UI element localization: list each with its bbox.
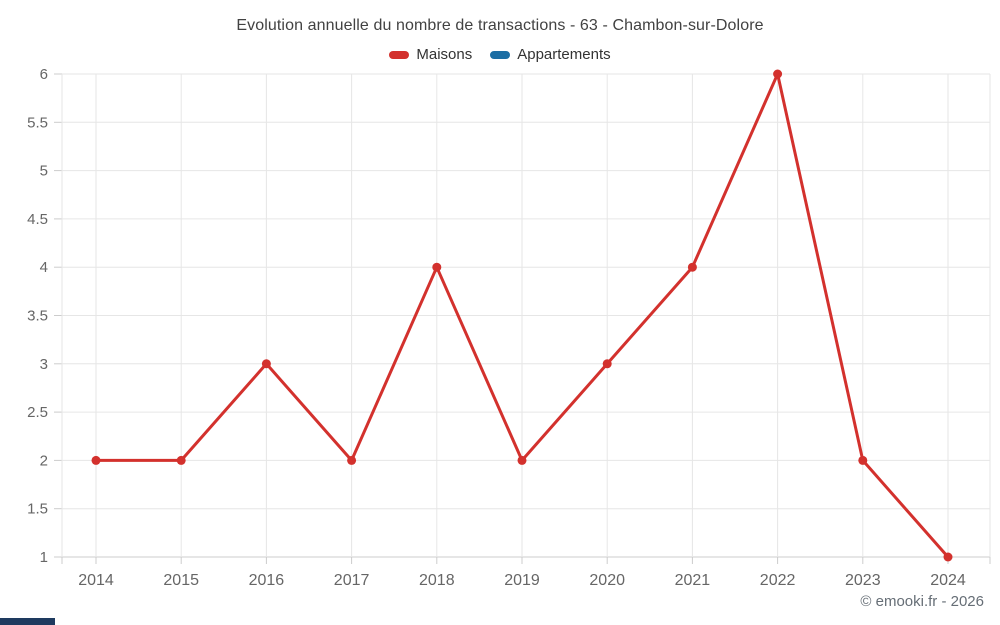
data-point-maisons-2017[interactable] (347, 455, 357, 465)
data-point-maisons-2021[interactable] (687, 262, 697, 272)
legend-item-maisons[interactable]: Maisons (389, 46, 472, 63)
x-axis-label: 2017 (334, 572, 370, 589)
y-axis-label: 1.5 (27, 501, 48, 518)
x-axis-label: 2019 (504, 572, 540, 589)
appartements-series-swatch-icon (490, 50, 511, 59)
data-point-maisons-2020[interactable] (602, 359, 612, 369)
y-axis-label: 3.5 (27, 308, 48, 325)
y-axis-label: 2.5 (27, 404, 48, 421)
chart-title: Evolution annuelle du nombre de transact… (236, 17, 764, 34)
x-axis-label: 2018 (419, 572, 455, 589)
data-point-maisons-2024[interactable] (943, 552, 953, 562)
legend: Maisons Appartements (0, 46, 1000, 63)
data-point-maisons-2015[interactable] (176, 455, 186, 465)
y-axis-label: 1 (40, 549, 48, 566)
data-point-maisons-2019[interactable] (517, 455, 527, 465)
x-axis-label: 2022 (760, 572, 796, 589)
copyright-text: © emooki.fr - 2026 (860, 593, 984, 610)
y-axis-label: 5.5 (27, 114, 48, 131)
brand-bar (0, 618, 55, 625)
legend-item-label: Maisons (416, 46, 473, 63)
y-axis-label: 3 (40, 356, 48, 373)
y-axis-label: 5 (40, 163, 48, 180)
y-axis-label: 4 (40, 259, 48, 276)
x-axis-label: 2021 (675, 572, 711, 589)
y-axis-label: 6 (40, 66, 48, 83)
data-point-maisons-2023[interactable] (858, 455, 868, 465)
legend-item-appartements[interactable]: Appartements (490, 46, 611, 63)
x-axis-label: 2014 (78, 572, 114, 589)
data-point-maisons-2018[interactable] (432, 262, 442, 272)
x-axis-label: 2024 (930, 572, 966, 589)
data-point-maisons-2014[interactable] (91, 455, 101, 465)
y-axis-label: 4.5 (27, 211, 48, 228)
legend-item-label: Appartements (517, 46, 611, 63)
data-point-maisons-2016[interactable] (261, 359, 271, 369)
y-axis-label: 2 (40, 452, 48, 469)
x-axis-label: 2016 (249, 572, 285, 589)
data-point-maisons-2022[interactable] (773, 69, 783, 79)
x-axis-label: 2015 (163, 572, 199, 589)
x-axis-label: 2023 (845, 572, 881, 589)
maisons-series-swatch-icon (389, 50, 410, 59)
x-axis-label: 2020 (589, 572, 625, 589)
